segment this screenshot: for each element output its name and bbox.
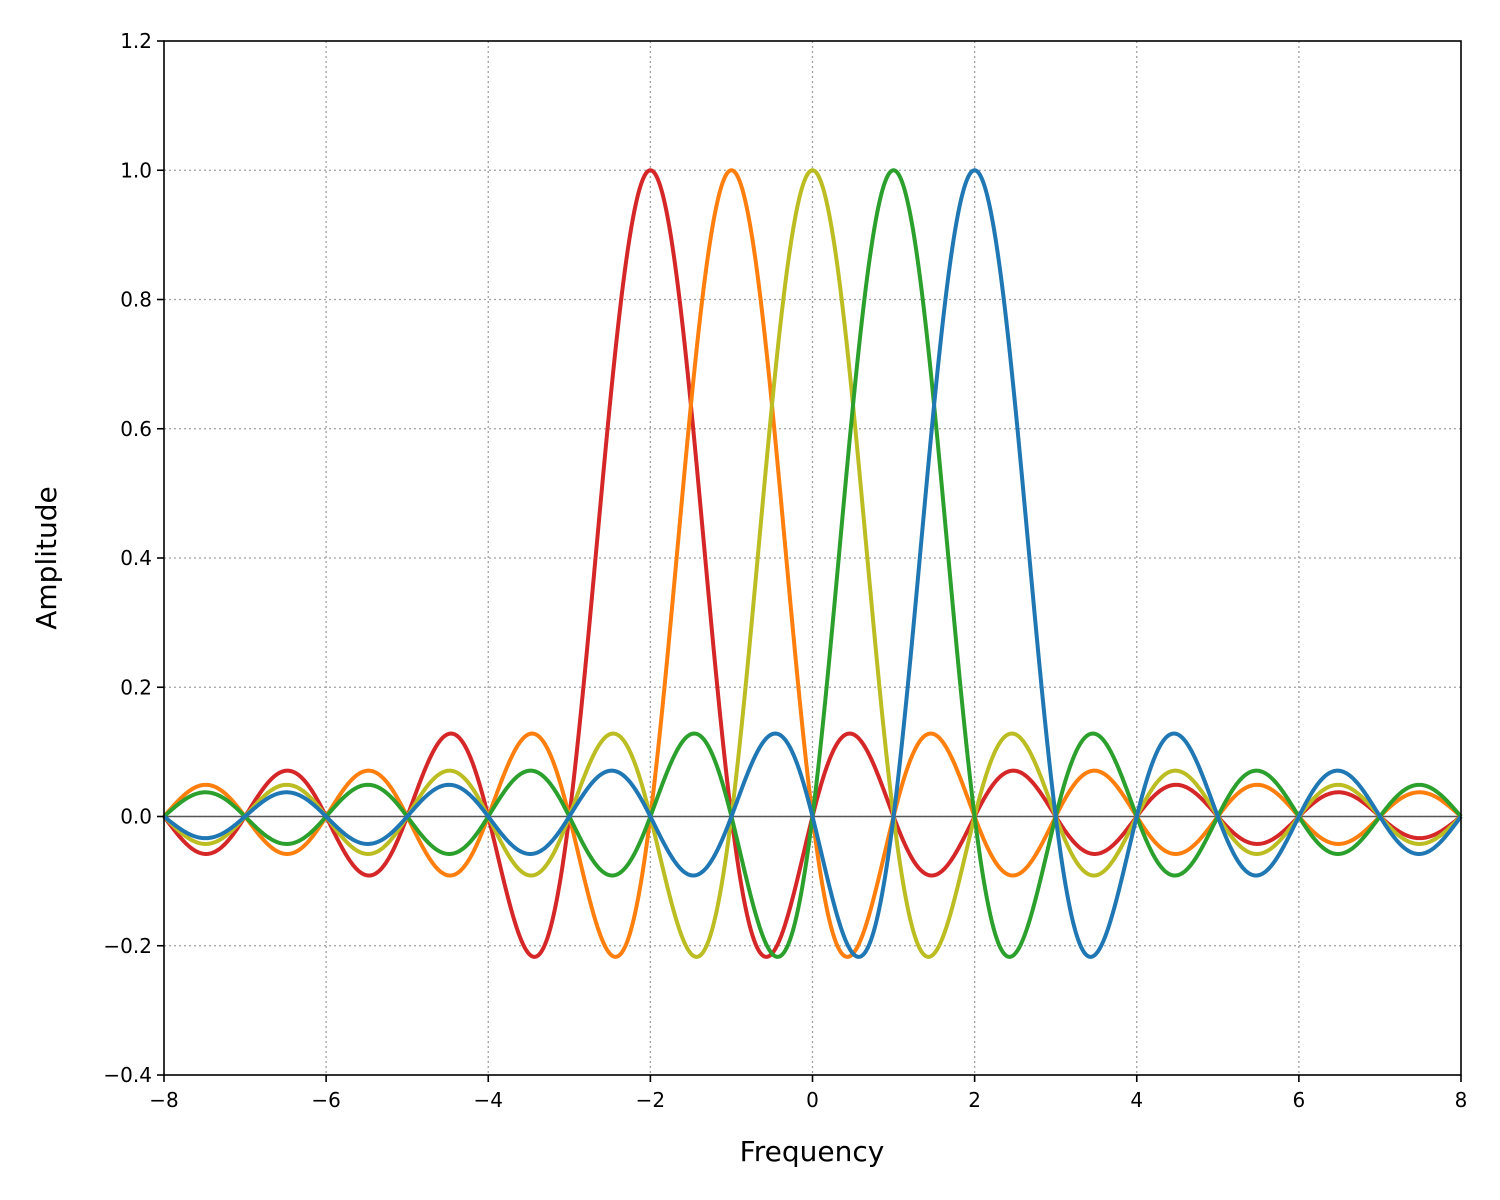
x-tick-label: 2 <box>968 1088 981 1112</box>
x-tick-label: −2 <box>636 1088 665 1112</box>
series-line-3 <box>162 168 1463 959</box>
y-tick-label: 0.2 <box>120 675 152 699</box>
x-tick-label: 4 <box>1130 1088 1143 1112</box>
y-tick-label: 1.2 <box>120 29 152 53</box>
y-tick-label: 1.0 <box>120 158 152 182</box>
x-tick-label: 0 <box>806 1088 819 1112</box>
y-tick-label: 0.0 <box>120 805 152 829</box>
series-line-5 <box>162 168 1463 959</box>
x-tick-label: 6 <box>1293 1088 1306 1112</box>
ticks: −8 −6 −4 −2 0 2 4 6 8 −0.4 −0.2 0.0 0.2 0.4 0.6 0.8 1.0 1… <box>103 29 1467 1112</box>
x-tick-label: −4 <box>474 1088 503 1112</box>
x-axis-label: Frequency <box>740 1135 885 1168</box>
y-tick-label: 0.8 <box>120 288 152 312</box>
y-tick-label: −0.2 <box>103 934 152 958</box>
x-tick-label: −8 <box>149 1088 178 1112</box>
series-group <box>162 168 1463 959</box>
y-tick-label: −0.4 <box>103 1063 152 1087</box>
y-axis-label: Amplitude <box>30 486 63 630</box>
y-tick-label: 0.6 <box>120 417 152 441</box>
x-tick-label: 8 <box>1455 1088 1468 1112</box>
y-tick-label: 0.4 <box>120 546 152 570</box>
x-tick-label: −6 <box>311 1088 340 1112</box>
